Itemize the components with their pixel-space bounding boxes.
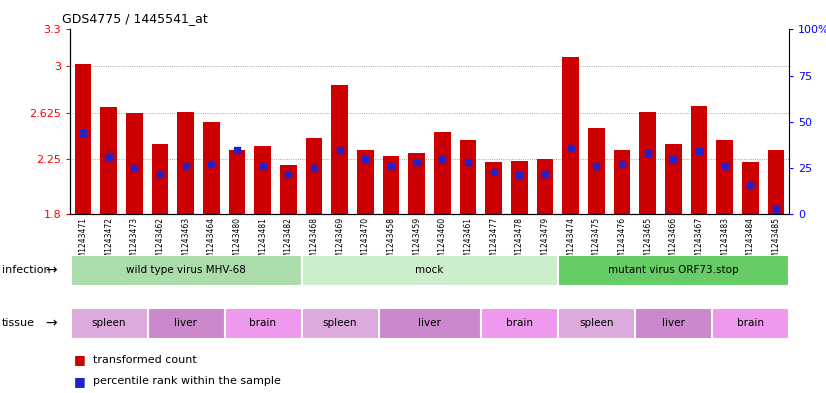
Text: brain: brain bbox=[506, 318, 533, 328]
Bar bbox=[203, 122, 220, 214]
Bar bbox=[378, 308, 481, 338]
Point bbox=[384, 163, 397, 169]
Point bbox=[436, 156, 449, 162]
Point bbox=[179, 163, 192, 169]
Point bbox=[205, 161, 218, 167]
Bar bbox=[558, 255, 788, 285]
Bar bbox=[71, 308, 147, 338]
Point bbox=[692, 148, 705, 154]
Text: →: → bbox=[45, 263, 57, 277]
Text: liver: liver bbox=[174, 318, 197, 328]
Point bbox=[487, 169, 501, 175]
Point bbox=[769, 206, 782, 212]
Point bbox=[102, 154, 116, 160]
Text: mutant virus ORF73.stop: mutant virus ORF73.stop bbox=[608, 265, 738, 275]
Text: liver: liver bbox=[662, 318, 685, 328]
Bar bbox=[357, 150, 373, 214]
Text: spleen: spleen bbox=[92, 318, 126, 328]
Bar bbox=[225, 308, 301, 338]
Bar bbox=[126, 113, 143, 214]
Bar bbox=[639, 112, 656, 214]
Point bbox=[333, 146, 346, 152]
Bar bbox=[306, 138, 322, 214]
Point bbox=[282, 171, 295, 177]
Bar bbox=[434, 132, 451, 214]
Bar bbox=[301, 255, 558, 285]
Text: ■: ■ bbox=[74, 353, 86, 366]
Bar bbox=[148, 308, 224, 338]
Bar bbox=[558, 308, 634, 338]
Bar bbox=[537, 159, 553, 214]
Text: brain: brain bbox=[249, 318, 276, 328]
Point bbox=[743, 182, 757, 188]
Point bbox=[462, 159, 475, 165]
Bar bbox=[71, 255, 301, 285]
Point bbox=[410, 159, 423, 165]
Point bbox=[256, 163, 269, 169]
Point bbox=[615, 161, 629, 167]
Bar bbox=[382, 156, 399, 214]
Bar bbox=[178, 112, 194, 214]
Point bbox=[358, 156, 372, 162]
Text: mock: mock bbox=[415, 265, 444, 275]
Bar bbox=[691, 106, 707, 214]
Bar bbox=[229, 150, 245, 214]
Point bbox=[154, 171, 167, 177]
Point bbox=[564, 145, 577, 151]
Text: brain: brain bbox=[737, 318, 764, 328]
Point bbox=[667, 156, 680, 162]
Bar bbox=[588, 128, 605, 214]
Bar bbox=[767, 150, 785, 214]
Bar bbox=[280, 165, 297, 214]
Text: spleen: spleen bbox=[322, 318, 357, 328]
Text: ■: ■ bbox=[74, 375, 86, 388]
Bar bbox=[635, 308, 711, 338]
Text: infection: infection bbox=[2, 265, 50, 275]
Point bbox=[128, 165, 141, 171]
Point bbox=[539, 171, 552, 177]
Bar bbox=[486, 162, 502, 214]
Bar bbox=[254, 147, 271, 214]
Bar bbox=[331, 85, 348, 214]
Point bbox=[641, 150, 654, 156]
Text: wild type virus MHV-68: wild type virus MHV-68 bbox=[126, 265, 245, 275]
Bar bbox=[482, 308, 558, 338]
Bar bbox=[614, 150, 630, 214]
Bar bbox=[563, 57, 579, 214]
Text: percentile rank within the sample: percentile rank within the sample bbox=[93, 376, 280, 386]
Bar bbox=[74, 64, 92, 214]
Bar bbox=[511, 161, 528, 214]
Point bbox=[230, 146, 244, 152]
Bar bbox=[742, 162, 758, 214]
Bar bbox=[301, 308, 377, 338]
Text: tissue: tissue bbox=[2, 318, 35, 328]
Bar bbox=[408, 152, 425, 214]
Point bbox=[77, 130, 90, 136]
Point bbox=[718, 163, 731, 169]
Bar bbox=[665, 144, 681, 214]
Text: →: → bbox=[45, 316, 57, 330]
Point bbox=[513, 172, 526, 178]
Point bbox=[307, 165, 320, 171]
Point bbox=[590, 163, 603, 169]
Bar bbox=[460, 140, 477, 214]
Text: GDS4775 / 1445541_at: GDS4775 / 1445541_at bbox=[62, 12, 207, 25]
Text: transformed count: transformed count bbox=[93, 354, 197, 365]
Bar bbox=[716, 140, 733, 214]
Text: spleen: spleen bbox=[579, 318, 614, 328]
Bar bbox=[101, 107, 117, 214]
Bar bbox=[712, 308, 788, 338]
Text: liver: liver bbox=[418, 318, 441, 328]
Bar bbox=[152, 144, 169, 214]
